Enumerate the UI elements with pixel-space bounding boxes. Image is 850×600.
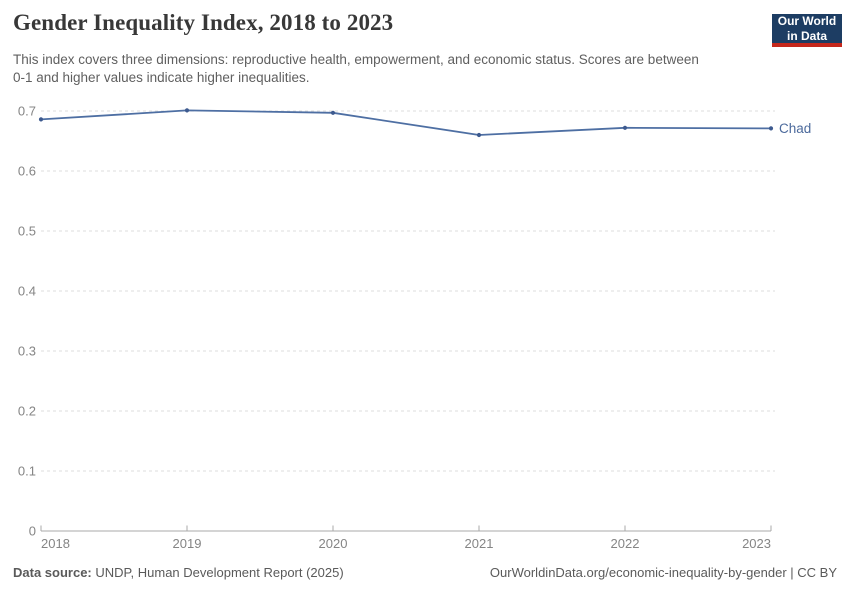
series-label-chad[interactable]: Chad — [779, 121, 811, 136]
page-title: Gender Inequality Index, 2018 to 2023 — [13, 10, 394, 35]
x-tick-label: 2022 — [611, 536, 640, 551]
owid-logo[interactable]: Our World in Data — [772, 14, 842, 47]
chart-footer: Data source: UNDP, Human Development Rep… — [13, 565, 837, 580]
series-line-chad[interactable] — [40, 109, 772, 136]
y-tick-label: 0.6 — [18, 164, 36, 179]
y-tick-label: 0.3 — [18, 344, 36, 359]
data-point-2018[interactable] — [38, 117, 44, 122]
x-tick-label: 2018 — [41, 536, 70, 551]
data-point-2019[interactable] — [184, 108, 190, 113]
x-tick-label: 2023 — [742, 536, 771, 551]
y-tick-label: 0.2 — [18, 404, 36, 419]
data-point-2022[interactable] — [622, 125, 628, 130]
x-tick-label: 2020 — [319, 536, 348, 551]
x-tick-label: 2019 — [173, 536, 202, 551]
data-point-2020[interactable] — [330, 110, 336, 115]
data-source: Data source: UNDP, Human Development Rep… — [13, 565, 344, 580]
y-tick-label: 0.1 — [18, 464, 36, 479]
chart-canvas: 0 0.1 0.2 0.3 0.4 0.5 0.6 0.7 2018 2019 2020 2021 20… — [18, 104, 811, 551]
credit-link[interactable]: OurWorldinData.org/economic-inequality-b… — [489, 565, 837, 580]
data-point-2021[interactable] — [476, 132, 482, 138]
owid-logo-line2: in Data — [786, 28, 827, 43]
owid-logo-line1: Our World — [777, 13, 837, 28]
x-tick-label: 2021 — [465, 536, 494, 551]
data-source-text: UNDP, Human Development Report (2025) — [91, 565, 344, 580]
y-tick-label: 0.4 — [18, 284, 36, 299]
y-tick-label: 0.5 — [18, 224, 36, 239]
data-point-2023[interactable] — [768, 126, 774, 131]
data-source-label: Data source: — [13, 565, 92, 580]
chart-subtitle: This index covers three dimensions: repr… — [13, 52, 699, 86]
y-tick-label: 0 — [29, 524, 36, 539]
y-tick-label: 0.7 — [18, 104, 36, 119]
